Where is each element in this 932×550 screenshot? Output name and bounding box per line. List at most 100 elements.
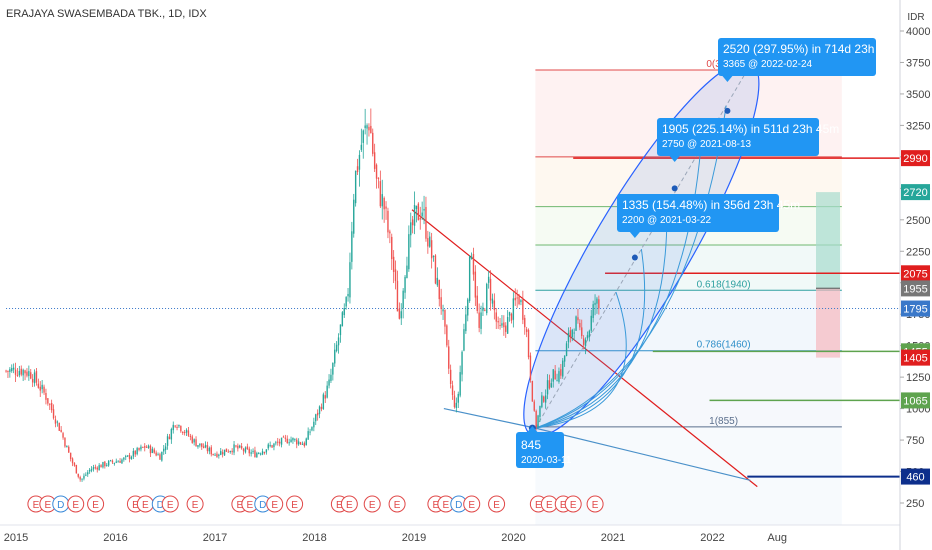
candle-body <box>421 212 423 217</box>
candle-body <box>69 452 72 459</box>
candle-body <box>163 448 165 452</box>
candle-body <box>113 462 116 464</box>
candle-body <box>223 449 226 456</box>
price-badge <box>901 300 930 317</box>
candle-body <box>379 181 382 207</box>
candle-body <box>313 421 315 428</box>
candle-body <box>579 322 581 328</box>
candle-body <box>354 170 357 204</box>
callout-subtitle: 2750 @ 2021-08-13 <box>662 139 752 150</box>
candle-body <box>491 298 494 304</box>
candle-body <box>442 309 444 312</box>
candle-body <box>541 395 543 408</box>
candle-body <box>30 372 32 379</box>
candle-body <box>292 437 294 441</box>
candle-body <box>159 454 161 460</box>
candle-body <box>402 290 404 309</box>
candle-body <box>258 452 260 454</box>
candle-body <box>41 384 43 390</box>
candle-body <box>24 370 26 374</box>
candle-body <box>413 204 416 226</box>
candle-body <box>56 421 59 423</box>
callout-anchor-point <box>671 185 678 192</box>
candle-body <box>358 154 361 170</box>
price-badge-label: 1405 <box>903 353 927 365</box>
candle-body <box>512 298 515 320</box>
earnings-marker-label: E <box>535 500 542 511</box>
candle-body <box>575 316 577 331</box>
candle-body <box>161 451 163 461</box>
candle-body <box>290 439 292 443</box>
candle-body <box>571 329 573 338</box>
candle-body <box>11 368 13 372</box>
candle-body <box>214 454 216 456</box>
x-tick-label: 2020 <box>501 532 525 544</box>
candle-body <box>596 298 598 304</box>
candle-body <box>326 385 328 398</box>
candle-body <box>96 467 98 470</box>
y-tick-label: 750 <box>906 435 924 447</box>
candle-body <box>438 279 440 300</box>
candle-body <box>590 315 592 331</box>
candle-body <box>341 312 344 327</box>
fib-label: 0.618(1940) <box>697 279 751 290</box>
candle-body <box>330 374 332 381</box>
fib-zones <box>535 70 842 525</box>
candle-body <box>225 448 228 452</box>
candle-body <box>430 240 433 259</box>
price-badge-label: 2990 <box>903 153 927 165</box>
price-badge-label: 1065 <box>903 395 927 407</box>
candle-body <box>531 380 534 402</box>
candle-body <box>297 441 300 445</box>
candle-body <box>562 360 564 377</box>
candle-body <box>79 476 81 480</box>
candle-body <box>60 429 62 432</box>
candle-body <box>233 444 235 453</box>
candle-body <box>537 415 539 427</box>
candle-body <box>87 472 89 475</box>
candle-body <box>383 197 385 210</box>
candle-body <box>140 446 142 450</box>
candle-body <box>221 452 224 455</box>
candle-body <box>389 231 391 234</box>
candle-body <box>178 424 180 427</box>
candle-body <box>240 446 243 449</box>
candle-body <box>337 337 340 346</box>
candle-body <box>394 269 397 281</box>
callout-box <box>617 194 779 232</box>
candle-body <box>185 429 188 433</box>
candle-body <box>204 444 207 448</box>
y-tick-label: 2500 <box>906 215 930 227</box>
candle-body <box>582 338 585 345</box>
earnings-marker <box>87 495 105 513</box>
position-profit-zone <box>816 192 840 289</box>
candle-body <box>565 343 568 357</box>
candle-body <box>448 346 450 369</box>
candle-body <box>62 433 64 438</box>
x-tick-label: 2022 <box>700 532 724 544</box>
candle-body <box>446 325 448 346</box>
candle-body <box>370 125 372 134</box>
candle-body <box>183 432 186 434</box>
candle-body <box>563 355 566 362</box>
candle-body <box>482 307 484 311</box>
candle-body <box>28 371 30 377</box>
candle-body <box>119 460 121 463</box>
candle-body <box>353 199 355 234</box>
fib-label: 0.786(1460) <box>697 340 751 351</box>
price-badge-label: 2720 <box>903 187 927 199</box>
callout-pointer <box>722 76 733 82</box>
candle-body <box>275 442 277 444</box>
position-box <box>816 192 840 358</box>
x-tick-label: 2017 <box>203 532 227 544</box>
x-axis: 2015 2016 2017 2018 2019 2020 2021 2022 Aug <box>0 524 900 544</box>
earnings-marker-label: E <box>72 500 79 511</box>
fib-zone <box>535 350 842 427</box>
earnings-marker-label: E <box>369 500 376 511</box>
candle-body <box>265 449 268 453</box>
candle-body <box>130 456 133 460</box>
candle-body <box>368 126 370 131</box>
candle-body <box>584 339 587 347</box>
